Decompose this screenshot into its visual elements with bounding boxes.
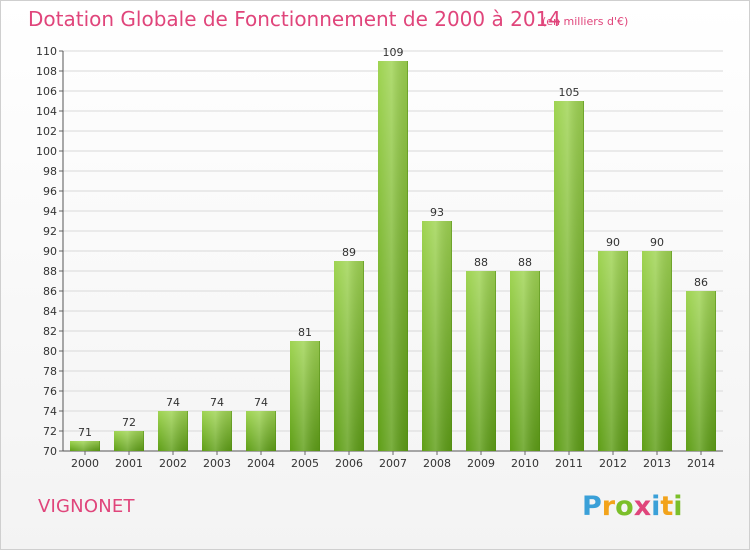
y-tick-label: 82 bbox=[43, 325, 57, 338]
data-label: 89 bbox=[342, 246, 356, 259]
x-tick-label: 2009 bbox=[467, 457, 495, 470]
y-tick-label: 88 bbox=[43, 265, 57, 278]
bar-shine bbox=[378, 61, 408, 451]
data-label: 109 bbox=[383, 46, 404, 59]
bar-shine bbox=[422, 221, 452, 451]
y-tick-label: 96 bbox=[43, 185, 57, 198]
svg-text:Proxiti: Proxiti bbox=[582, 491, 683, 522]
data-label: 88 bbox=[518, 256, 532, 269]
x-tick-label: 2000 bbox=[71, 457, 99, 470]
y-tick-label: 90 bbox=[43, 245, 57, 258]
data-label: 90 bbox=[606, 236, 620, 249]
bar-shine bbox=[510, 271, 540, 451]
y-tick-label: 80 bbox=[43, 345, 57, 358]
data-label: 72 bbox=[122, 416, 136, 429]
y-tick-label: 74 bbox=[43, 405, 57, 418]
y-tick-label: 100 bbox=[36, 145, 57, 158]
data-label: 86 bbox=[694, 276, 708, 289]
y-tick-label: 110 bbox=[36, 45, 57, 58]
data-label: 71 bbox=[78, 426, 92, 439]
data-label: 105 bbox=[559, 86, 580, 99]
x-tick-label: 2002 bbox=[159, 457, 187, 470]
x-tick-label: 2008 bbox=[423, 457, 451, 470]
x-tick-label: 2010 bbox=[511, 457, 539, 470]
bars bbox=[70, 61, 716, 451]
data-label: 90 bbox=[650, 236, 664, 249]
chart-subtitle: (en milliers d'€) bbox=[542, 15, 629, 28]
bar-shine bbox=[246, 411, 276, 451]
y-tick-label: 86 bbox=[43, 285, 57, 298]
y-tick-label: 70 bbox=[43, 445, 57, 458]
y-tick-label: 78 bbox=[43, 365, 57, 378]
data-label: 81 bbox=[298, 326, 312, 339]
bar-shine bbox=[70, 441, 100, 451]
bar-shine bbox=[686, 291, 716, 451]
y-tick-label: 76 bbox=[43, 385, 57, 398]
y-tick-label: 108 bbox=[36, 65, 57, 78]
data-label: 74 bbox=[166, 396, 180, 409]
bar-shine bbox=[554, 101, 584, 451]
data-labels: 71 72 74 74 74 81 89 109 93 88 88 105 90 90 86 bbox=[78, 46, 708, 439]
location-label: VIGNONET bbox=[38, 496, 135, 517]
y-tick-label: 102 bbox=[36, 125, 57, 138]
bar-shine bbox=[598, 251, 628, 451]
y-tick-label: 94 bbox=[43, 205, 57, 218]
x-tick-label: 2012 bbox=[599, 457, 627, 470]
y-tick-labels: 70 72 74 76 78 80 82 84 86 88 90 92 94 96 98 100 102 104 1… bbox=[36, 45, 57, 458]
bar-shine bbox=[334, 261, 364, 451]
y-tick-label: 84 bbox=[43, 305, 57, 318]
y-tick-label: 92 bbox=[43, 225, 57, 238]
y-tick-label: 104 bbox=[36, 105, 57, 118]
x-tick-label: 2011 bbox=[555, 457, 583, 470]
y-tick-label: 98 bbox=[43, 165, 57, 178]
data-label: 88 bbox=[474, 256, 488, 269]
data-label: 74 bbox=[210, 396, 224, 409]
x-tick-label: 2007 bbox=[379, 457, 407, 470]
x-tick-label: 2001 bbox=[115, 457, 143, 470]
x-tick-label: 2006 bbox=[335, 457, 363, 470]
proxiti-logo: Proxiti bbox=[582, 491, 683, 522]
x-tick-label: 2005 bbox=[291, 457, 319, 470]
y-tick-label: 106 bbox=[36, 85, 57, 98]
x-tick-label: 2013 bbox=[643, 457, 671, 470]
bar-shine bbox=[642, 251, 672, 451]
bar-shine bbox=[202, 411, 232, 451]
chart-title: Dotation Globale de Fonctionnement de 20… bbox=[28, 7, 561, 31]
bar-shine bbox=[114, 431, 144, 451]
bar-shine bbox=[290, 341, 320, 451]
x-tick-labels: 2000 2001 2002 2003 2004 2005 2006 2007 2008 2009… bbox=[71, 457, 715, 470]
bar-shine bbox=[158, 411, 188, 451]
data-label: 93 bbox=[430, 206, 444, 219]
x-tick-label: 2014 bbox=[687, 457, 715, 470]
y-tick-label: 72 bbox=[43, 425, 57, 438]
x-tick-label: 2004 bbox=[247, 457, 275, 470]
bar-shine bbox=[466, 271, 496, 451]
x-tick-label: 2003 bbox=[203, 457, 231, 470]
data-label: 74 bbox=[254, 396, 268, 409]
